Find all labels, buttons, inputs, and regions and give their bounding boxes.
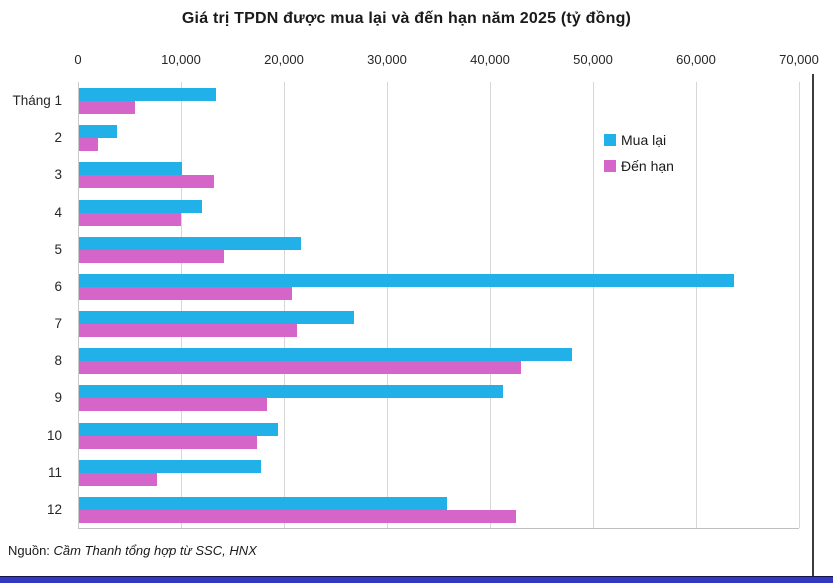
gridline-x-0 bbox=[78, 82, 79, 528]
y-label-month-1: Tháng 1 bbox=[12, 93, 62, 108]
bar-mua-lai-month-8 bbox=[79, 348, 573, 362]
bar-mua-lai-month-10 bbox=[79, 422, 278, 436]
source-note: Nguồn: Cầm Thanh tổng hợp từ SSC, HNX bbox=[8, 543, 257, 558]
bar-row-5 bbox=[78, 236, 799, 264]
x-tick-label: 50,000 bbox=[573, 52, 613, 67]
bar-den-han-month-5 bbox=[79, 249, 225, 263]
x-tick-label: 40,000 bbox=[470, 52, 510, 67]
bar-den-han-month-10 bbox=[79, 435, 258, 449]
plot-area bbox=[78, 82, 800, 529]
y-label-month-5: 5 bbox=[54, 241, 62, 257]
bar-mua-lai-month-11 bbox=[79, 459, 262, 473]
bar-mua-lai-month-6 bbox=[79, 273, 735, 287]
bar-mua-lai-month-3 bbox=[79, 162, 182, 176]
legend: Mua lại Đến hạn bbox=[604, 127, 674, 179]
bar-row-9 bbox=[78, 385, 799, 412]
y-label-month-7: 7 bbox=[54, 316, 62, 332]
legend-item-mua-lai: Mua lại bbox=[604, 127, 674, 153]
bar-den-han-month-4 bbox=[79, 212, 181, 226]
bar-row-11 bbox=[78, 459, 799, 487]
x-axis: 0 10,000 20,000 30,000 40,000 50,000 60,000 70,… bbox=[74, 52, 819, 70]
legend-swatch-mua-lai bbox=[604, 134, 616, 146]
bar-den-han-month-11 bbox=[79, 472, 158, 486]
bar-row-8 bbox=[78, 348, 799, 375]
x-tick-label: 20,000 bbox=[264, 52, 304, 67]
source-prefix: Nguồn: bbox=[8, 543, 54, 558]
legend-label: Đến hạn bbox=[621, 158, 674, 174]
bar-row-1 bbox=[78, 88, 799, 115]
x-tick-label: 0 bbox=[74, 52, 82, 67]
bar-row-3 bbox=[78, 162, 799, 189]
gridline-x-60000 bbox=[696, 82, 697, 528]
bar-row-7 bbox=[78, 311, 799, 338]
bar-mua-lai-month-5 bbox=[79, 236, 302, 250]
gridline-x-20000 bbox=[284, 82, 285, 528]
y-label-month-4: 4 bbox=[54, 204, 62, 220]
y-label-month-9: 9 bbox=[54, 390, 62, 406]
bar-den-han-month-7 bbox=[79, 324, 298, 338]
x-tick-label: 10,000 bbox=[161, 52, 201, 67]
x-tick-label: 70,000 bbox=[779, 52, 819, 67]
gridline-x-40000 bbox=[490, 82, 491, 528]
y-label-month-2: 2 bbox=[54, 130, 62, 146]
gridline-x-30000 bbox=[387, 82, 388, 528]
gridline-x-50000 bbox=[593, 82, 594, 528]
y-label-month-11: 11 bbox=[47, 464, 62, 480]
bar-row-4 bbox=[78, 199, 799, 227]
y-label-month-6: 6 bbox=[54, 278, 62, 294]
bar-den-han-month-3 bbox=[79, 175, 214, 189]
bar-mua-lai-month-4 bbox=[79, 199, 202, 213]
bar-den-han-month-12 bbox=[79, 509, 516, 523]
y-label-month-3: 3 bbox=[54, 167, 62, 183]
source-text: Cầm Thanh tổng hợp từ SSC, HNX bbox=[53, 543, 257, 558]
y-label-month-10: 10 bbox=[46, 427, 62, 443]
bar-mua-lai-month-7 bbox=[79, 311, 354, 325]
gridline-x-70000 bbox=[799, 82, 800, 528]
bar-den-han-month-9 bbox=[79, 398, 268, 412]
legend-item-den-han: Đến hạn bbox=[604, 153, 674, 179]
legend-swatch-den-han bbox=[604, 160, 616, 172]
bar-mua-lai-month-1 bbox=[79, 88, 216, 101]
bar-den-han-month-6 bbox=[79, 286, 293, 300]
frame-right-border bbox=[812, 74, 814, 576]
bar-row-12 bbox=[78, 496, 799, 524]
bar-mua-lai-month-12 bbox=[79, 496, 447, 510]
chart-title: Giá trị TPDN được mua lại và đến hạn năm… bbox=[181, 10, 632, 27]
x-tick-label: 60,000 bbox=[676, 52, 716, 67]
bar-mua-lai-month-9 bbox=[79, 385, 504, 399]
y-axis: Tháng 1 2 3 4 5 6 7 8 9 10 11 12 bbox=[0, 82, 62, 528]
bar-row-6 bbox=[78, 273, 799, 301]
legend-label: Mua lại bbox=[621, 132, 667, 148]
bar-den-han-month-2 bbox=[79, 138, 98, 152]
bar-row-2 bbox=[78, 125, 799, 152]
x-tick-label: 30,000 bbox=[367, 52, 407, 67]
bar-mua-lai-month-2 bbox=[79, 125, 118, 139]
y-label-month-8: 8 bbox=[54, 353, 62, 369]
bottom-strip bbox=[0, 576, 833, 583]
bar-den-han-month-1 bbox=[79, 101, 135, 114]
bar-den-han-month-8 bbox=[79, 361, 521, 375]
y-label-month-12: 12 bbox=[46, 501, 62, 517]
bar-row-10 bbox=[78, 422, 799, 450]
gridline-x-10000 bbox=[181, 82, 182, 528]
